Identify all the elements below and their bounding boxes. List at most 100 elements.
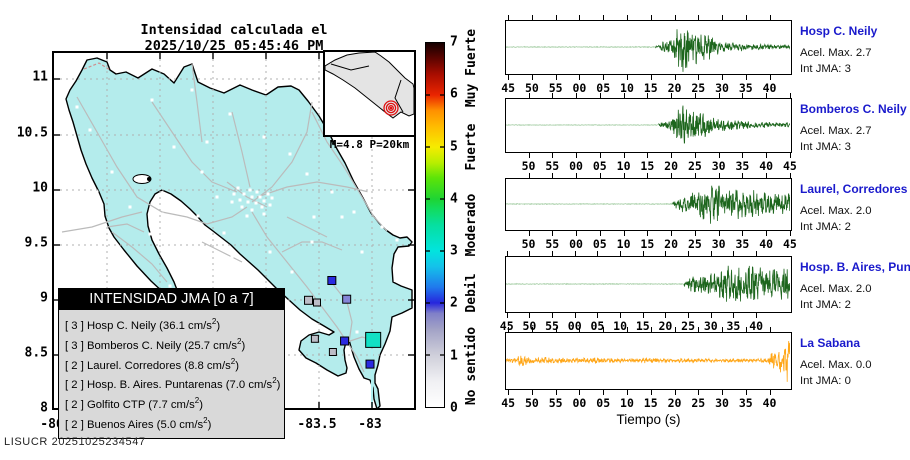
station-marker xyxy=(340,336,350,346)
jma-intensity-legend: INTENSIDAD JMA [0 a 7] [ 3 ] Hosp C. Nei… xyxy=(58,288,285,439)
axis-tick xyxy=(603,75,605,80)
waveform-2 xyxy=(505,105,791,144)
axis-tick xyxy=(597,313,599,318)
station-marker xyxy=(310,334,319,343)
seismogram-panel xyxy=(505,98,792,153)
axis-tick xyxy=(529,251,531,256)
axis-tick xyxy=(576,153,578,158)
axis-tick xyxy=(579,15,581,20)
colorbar-category-label: Debil xyxy=(464,273,479,313)
axis-tick xyxy=(745,327,747,332)
epicenter-marker xyxy=(389,106,393,110)
station-name: Hosp. B. Aires, Puntarenas xyxy=(800,260,910,274)
intensity-jma: Int JMA: 0 xyxy=(800,375,851,387)
time-tick-label: 20 xyxy=(658,319,673,333)
colorbar-tick-label: 6 xyxy=(450,86,458,102)
time-tick-label: 50 xyxy=(521,237,536,251)
waveform-5 xyxy=(505,340,791,382)
time-tick-label: 00 xyxy=(567,319,582,333)
axis-tick xyxy=(718,231,720,236)
axis-tick xyxy=(688,313,690,318)
axis-tick xyxy=(769,327,771,332)
acceleration-max: Acel. Max. 0.0 xyxy=(800,359,872,371)
legend-title: INTENSIDAD JMA [0 a 7] xyxy=(59,289,284,310)
time-tick-label: 55 xyxy=(545,237,560,251)
time-tick-label: 35 xyxy=(726,319,741,333)
time-tick-label: 05 xyxy=(590,319,605,333)
axis-tick xyxy=(789,231,791,236)
axis-tick xyxy=(555,15,557,20)
axis-tick xyxy=(552,313,554,318)
legend-entries: [ 3 ] Hosp C. Neily (36.1 cm/s2) [ 3 ] Bo… xyxy=(59,310,284,438)
station-marker xyxy=(327,276,337,285)
axis-tick xyxy=(698,15,700,20)
axis-tick xyxy=(769,390,771,395)
intensity-jma: Int JMA: 3 xyxy=(800,63,851,75)
axis-tick xyxy=(506,251,508,256)
time-tick-label: 50 xyxy=(524,81,539,95)
axis-tick xyxy=(599,231,601,236)
y-tick-label: 11 xyxy=(32,69,48,85)
axis-tick xyxy=(599,153,601,158)
axis-tick xyxy=(529,313,531,318)
axis-tick xyxy=(722,390,724,395)
time-tick-label: 40 xyxy=(749,319,764,333)
axis-tick xyxy=(766,153,768,158)
axis-tick xyxy=(603,15,605,20)
station-marker xyxy=(313,298,321,307)
axis-tick xyxy=(722,75,724,80)
time-tick-label: 20 xyxy=(664,237,679,251)
time-tick-label: 00 xyxy=(569,237,583,251)
time-tick-label: 05 xyxy=(592,237,607,251)
axis-tick xyxy=(579,327,581,332)
waveform-3 xyxy=(505,185,791,224)
axis-tick xyxy=(766,173,768,178)
time-tick-label: 35 xyxy=(735,159,750,173)
time-tick-label: 15 xyxy=(640,159,655,173)
axis-tick xyxy=(576,93,578,98)
axis-tick xyxy=(688,251,690,256)
time-tick-label: 35 xyxy=(738,396,753,410)
axis-tick xyxy=(508,15,510,20)
map-title: Intensidad calculada el 2025/10/25_05:45… xyxy=(140,22,328,54)
axis-tick xyxy=(745,390,747,395)
y-tick-label: 8.5 xyxy=(24,345,48,361)
acceleration-max: Acel. Max. 2.0 xyxy=(800,205,872,217)
time-tick-label: 50 xyxy=(521,159,536,173)
time-tick-label: 40 xyxy=(762,81,777,95)
axis-tick xyxy=(620,313,622,318)
axis-tick xyxy=(552,173,554,178)
station-marker xyxy=(328,348,337,356)
time-tick-label: 45 xyxy=(782,159,797,173)
legend-entry: [ 3 ] Bomberos C. Neily (25.7 cm/s2) xyxy=(65,336,246,352)
station-name: Hosp C. Neily xyxy=(800,24,878,38)
axis-tick xyxy=(650,75,652,80)
time-tick-label: 20 xyxy=(664,159,679,173)
axis-tick xyxy=(574,251,576,256)
time-tick-label: 25 xyxy=(687,159,702,173)
colorbar-tick-label: 5 xyxy=(450,139,458,155)
acceleration-max: Acel. Max. 2.7 xyxy=(800,125,872,137)
axis-tick xyxy=(647,173,649,178)
axis-tick xyxy=(528,93,530,98)
axis-tick xyxy=(694,93,696,98)
axis-tick xyxy=(642,251,644,256)
axis-tick xyxy=(722,15,724,20)
time-tick-label: 25 xyxy=(687,237,702,251)
time-tick-label: 45 xyxy=(782,237,797,251)
axis-tick xyxy=(789,93,791,98)
time-tick-label: 25 xyxy=(691,81,706,95)
epicenter-inset-map xyxy=(323,50,416,137)
axis-tick xyxy=(674,75,676,80)
axis-tick xyxy=(789,173,791,178)
axis-tick xyxy=(620,251,622,256)
axis-tick xyxy=(623,93,625,98)
time-tick-label: 05 xyxy=(592,159,607,173)
y-tick-label: 10 xyxy=(32,180,48,196)
station-marker xyxy=(304,295,314,305)
axis-tick xyxy=(718,93,720,98)
axis-tick xyxy=(555,75,557,80)
axis-tick xyxy=(531,75,533,80)
colorbar-category-label: Fuerte xyxy=(464,123,479,171)
station-name: Laurel, Corredores xyxy=(800,182,908,196)
